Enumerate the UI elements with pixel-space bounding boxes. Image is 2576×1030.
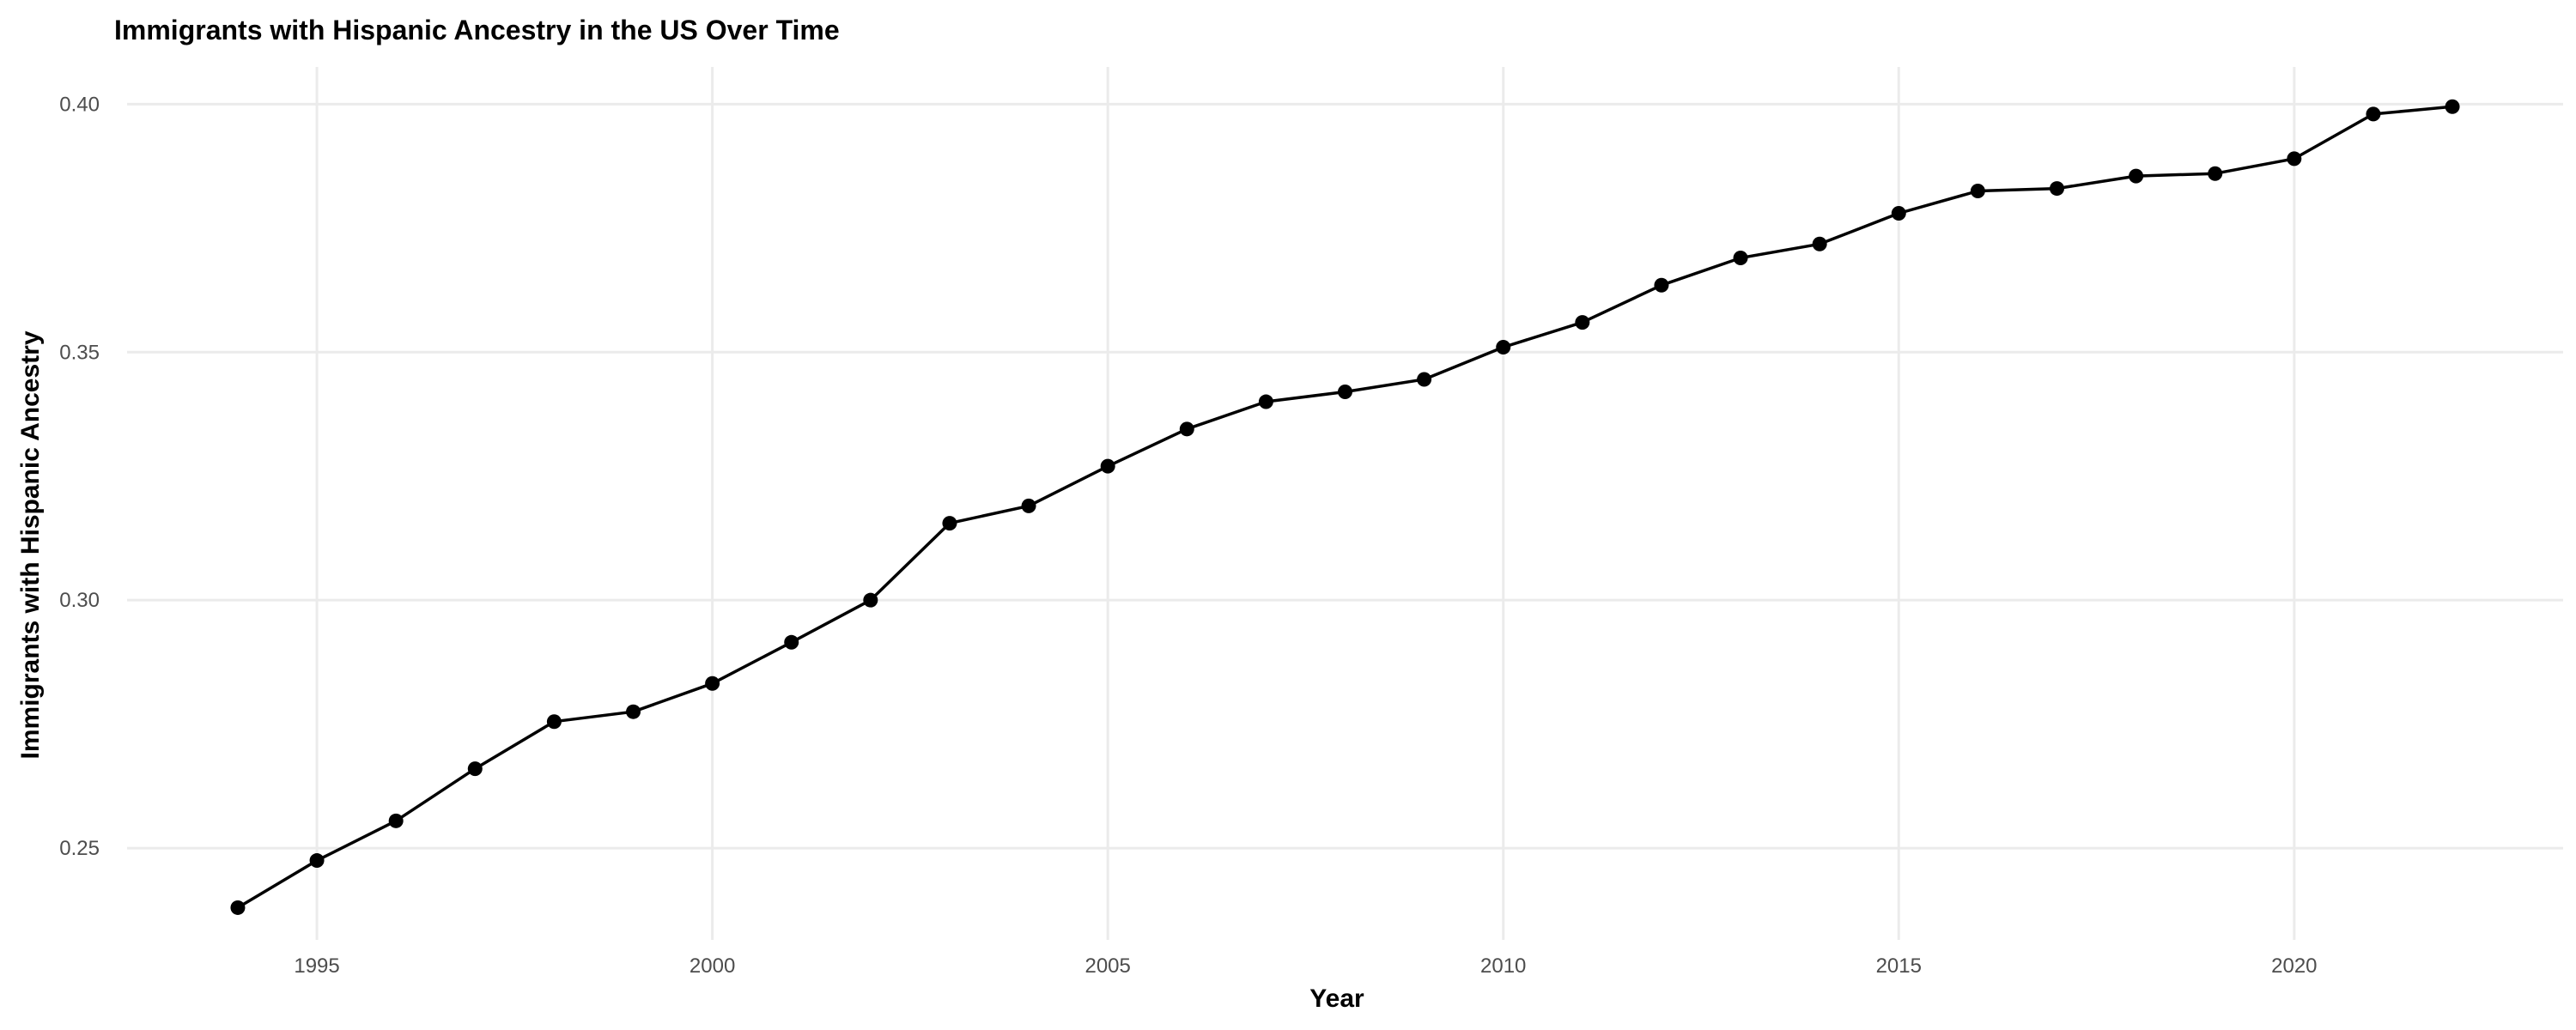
data-point [2287, 151, 2302, 167]
x-tick-label: 2020 [2271, 954, 2317, 978]
data-point [467, 761, 483, 777]
data-point [1891, 205, 1906, 221]
data-point [784, 634, 799, 650]
x-tick-label: 2015 [1876, 954, 1922, 978]
data-point [230, 900, 246, 915]
data-point [2208, 166, 2223, 181]
x-axis-title: Year [1309, 985, 1364, 1013]
data-point [1654, 277, 1669, 293]
data-point [1258, 394, 1273, 409]
y-axis-title: Immigrants with Hispanic Ancestry [16, 330, 45, 759]
x-tick-label: 1995 [294, 954, 339, 978]
x-gridlines [315, 67, 2296, 940]
y-tick-label: 0.30 [59, 589, 100, 612]
data-point [863, 592, 878, 608]
series-line [237, 105, 2453, 909]
data-point [1417, 372, 1432, 387]
data-point [705, 676, 720, 691]
data-point [1733, 250, 1748, 265]
data-point [1179, 421, 1194, 437]
data-point [546, 714, 562, 730]
data-point [309, 853, 325, 869]
data-point [1812, 236, 1827, 251]
x-tick-label: 2010 [1480, 954, 1526, 978]
y-tick-label: 0.35 [59, 341, 100, 364]
data-point [388, 813, 404, 828]
data-point [1575, 315, 1590, 330]
chart-title: Immigrants with Hispanic Ancestry in the… [114, 15, 840, 45]
data-point [1338, 384, 1352, 399]
x-tick-label: 2000 [690, 954, 735, 978]
data-point [626, 704, 641, 719]
data-point [1100, 458, 1115, 474]
tick-labels: 1995 2000 2005 2010 2015 2020 0.25 0.30 0.35 0.40 [59, 93, 2317, 978]
data-point [2445, 99, 2460, 114]
data-point [1970, 183, 1985, 198]
x-tick-label: 2005 [1084, 954, 1130, 978]
data-point [2366, 106, 2381, 122]
y-tick-label: 0.25 [59, 837, 100, 860]
y-gridlines [127, 102, 2563, 850]
data-point [1021, 498, 1036, 513]
data-point [2129, 168, 2144, 184]
data-point [2049, 181, 2064, 197]
y-tick-label: 0.40 [59, 93, 100, 116]
series-group [230, 99, 2460, 915]
data-point [942, 516, 957, 531]
data-point [1496, 339, 1511, 354]
